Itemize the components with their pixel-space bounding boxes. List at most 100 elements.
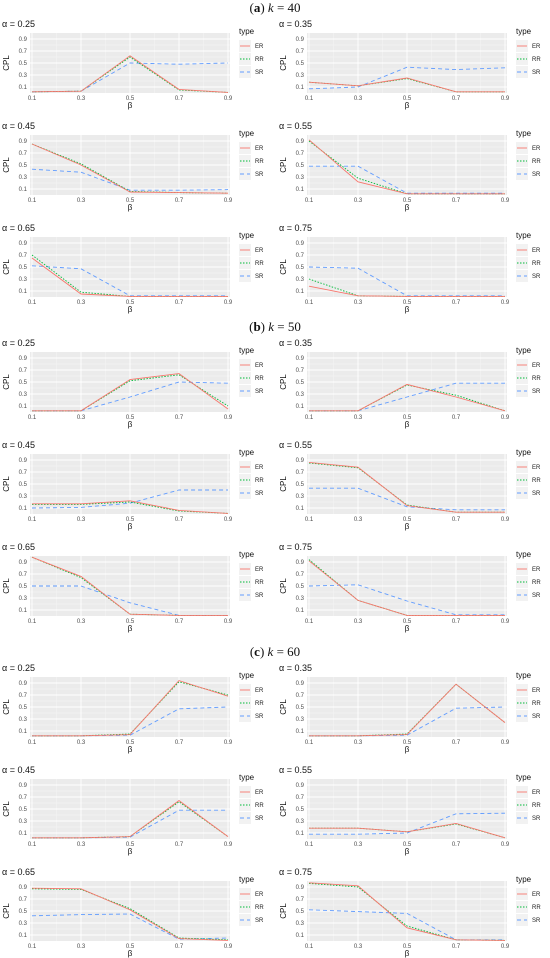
legend-label: SR: [255, 918, 264, 924]
y-tick-label: 0.7: [19, 795, 28, 801]
y-tick-label: 0.3: [19, 73, 28, 79]
x-tick-label: 0.3: [354, 517, 363, 523]
legend-key-background: [239, 487, 251, 499]
x-tick-label: 0.3: [77, 517, 86, 523]
x-tick-label: 0.1: [305, 300, 314, 306]
chart-panel: α = 0.65 0.1 0.3 0.5 0.7 0.9 0.1 0.3 0.5 0.7 0.9 β C…: [0, 221, 275, 314]
x-tick-label: 0.1: [28, 740, 37, 746]
legend-key-background: [516, 385, 528, 397]
series-line-sr: [309, 165, 505, 194]
y-tick-label: 0.5: [19, 909, 28, 915]
legend-label: SR: [255, 491, 264, 497]
chart-title: α = 0.45: [2, 121, 35, 131]
chart-title: α = 0.55: [279, 121, 312, 131]
x-tick-label: 0.1: [305, 96, 314, 102]
x-tick-label: 0.7: [175, 300, 184, 306]
x-tick-label: 0.5: [403, 300, 412, 306]
line-chart: α = 0.65 0.1 0.3 0.5 0.7 0.9 0.1 0.3 0.5 0.7 0.9 β C…: [2, 867, 264, 958]
y-tick-label: 0.7: [19, 49, 28, 55]
chart-panel: α = 0.55 0.1 0.3 0.5 0.7 0.9 0.1 0.3 0.5 0.7 0.9 β C…: [277, 763, 550, 856]
y-tick-label: 0.3: [296, 73, 305, 79]
x-axis-label: β: [405, 420, 410, 429]
legend-key-background: [516, 168, 528, 180]
legend-key-background: [516, 799, 528, 811]
line-chart: α = 0.25 0.1 0.3 0.5 0.7 0.9 0.1 0.3 0.5 0.7 0.9 β C…: [2, 19, 264, 110]
legend-label: ER: [255, 567, 264, 573]
line-chart: α = 0.65 0.1 0.3 0.5 0.7 0.9 0.1 0.3 0.5 0.7 0.9 β C…: [2, 542, 264, 633]
series-line-sr: [32, 809, 228, 839]
chart-panel: α = 0.45 0.1 0.3 0.5 0.7 0.9 0.1 0.3 0.5 0.7 0.9 β C…: [0, 763, 275, 856]
x-tick-label: 0.1: [28, 842, 37, 848]
y-tick-label: 0.9: [19, 560, 28, 566]
series-line-rr: [309, 384, 506, 412]
legend-label: ER: [532, 146, 541, 152]
y-tick-label: 0.7: [19, 368, 28, 374]
series-line-er: [31, 887, 229, 941]
line-chart: α = 0.75 0.1 0.3 0.5 0.7 0.9 0.1 0.3 0.5 0.7 0.9 β C…: [279, 542, 541, 633]
x-tick-label: 0.1: [305, 842, 314, 848]
chart-title: α = 0.45: [2, 765, 35, 775]
line-chart: α = 0.55 0.1 0.3 0.5 0.7 0.9 0.1 0.3 0.5 0.7 0.9 β C…: [279, 440, 541, 531]
chart-panel: α = 0.75 0.1 0.3 0.5 0.7 0.9 0.1 0.3 0.5 0.7 0.9 β C…: [277, 540, 550, 633]
y-tick-label: 0.7: [296, 49, 305, 55]
x-tick-label: 0.1: [305, 415, 314, 421]
legend-label: RR: [532, 478, 541, 484]
y-tick-label: 0.9: [19, 885, 28, 891]
x-tick-label: 0.3: [354, 842, 363, 848]
legend-title: type: [239, 671, 255, 680]
x-tick-label: 0.9: [501, 944, 510, 950]
y-tick-label: 0.9: [296, 885, 305, 891]
chart-panel: α = 0.35 0.1 0.3 0.5 0.7 0.9 0.1 0.3 0.5 0.7 0.9 β C…: [277, 336, 550, 429]
legend-key-background: [516, 487, 528, 499]
y-axis-label: CPL: [2, 259, 11, 275]
chart-panel: α = 0.65 0.1 0.3 0.5 0.7 0.9 0.1 0.3 0.5 0.7 0.9 β C…: [0, 540, 275, 633]
y-axis-label: CPL: [279, 801, 288, 817]
y-tick-label: 0.7: [296, 470, 305, 476]
x-axis-label: β: [128, 203, 133, 212]
legend-label: ER: [532, 465, 541, 471]
y-tick-label: 0.5: [19, 584, 28, 590]
x-tick-label: 0.3: [77, 415, 86, 421]
x-tick-label: 0.5: [403, 619, 412, 625]
x-tick-label: 0.1: [305, 619, 314, 625]
legend-label: RR: [532, 803, 541, 809]
x-tick-label: 0.9: [501, 198, 510, 204]
legend-label: RR: [255, 701, 264, 707]
series-line-er: [308, 285, 505, 297]
x-tick-label: 0.7: [175, 96, 184, 102]
x-tick-label: 0.3: [77, 740, 86, 746]
x-tick-label: 0.7: [175, 415, 184, 421]
legend-label: ER: [255, 688, 264, 694]
y-tick-label: 0.9: [19, 37, 28, 43]
y-tick-label: 0.3: [19, 277, 28, 283]
legend-title: type: [516, 671, 532, 680]
y-tick-label: 0.7: [19, 897, 28, 903]
y-tick-label: 0.3: [19, 392, 28, 398]
line-chart: α = 0.75 0.1 0.3 0.5 0.7 0.9 0.1 0.3 0.5 0.7 0.9 β C…: [279, 867, 541, 958]
y-tick-label: 0.1: [19, 933, 28, 939]
series-line-rr: [32, 801, 229, 839]
x-axis-label: β: [128, 305, 133, 314]
y-tick-label: 0.1: [19, 729, 28, 735]
x-tick-label: 0.1: [305, 740, 314, 746]
series-line-sr: [31, 168, 229, 191]
x-tick-label: 0.7: [175, 619, 184, 625]
y-axis-label: CPL: [279, 903, 288, 919]
y-tick-label: 0.9: [296, 681, 305, 687]
chart-title: α = 0.25: [2, 663, 35, 673]
legend-label: RR: [255, 905, 264, 911]
chart-title: α = 0.25: [2, 19, 35, 29]
legend-key-background: [516, 901, 528, 913]
x-tick-label: 0.9: [501, 415, 510, 421]
x-tick-label: 0.7: [175, 517, 184, 523]
y-axis-label: CPL: [2, 578, 11, 594]
legend-label: ER: [255, 790, 264, 796]
legend-key-background: [239, 474, 251, 486]
series-line-er: [32, 500, 229, 514]
chart-panel: α = 0.25 0.1 0.3 0.5 0.7 0.9 0.1 0.3 0.5 0.7 0.9 β C…: [0, 661, 275, 754]
section-title-c: (c) k = 60: [249, 644, 301, 659]
y-axis-label: CPL: [279, 259, 288, 275]
y-tick-label: 0.9: [296, 139, 305, 145]
y-tick-label: 0.5: [19, 380, 28, 386]
series-line-er: [308, 139, 505, 195]
